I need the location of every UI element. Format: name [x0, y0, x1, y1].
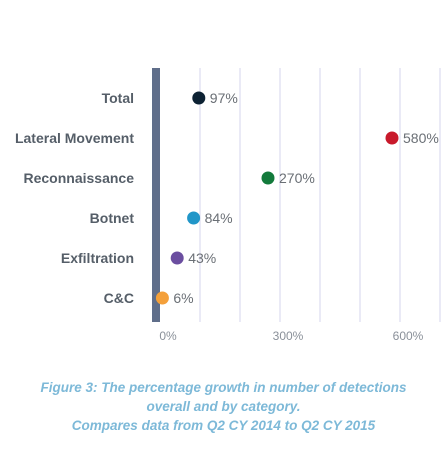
- category-label: C&C: [104, 290, 134, 306]
- data-label: 580%: [403, 130, 439, 146]
- data-point: [385, 131, 399, 145]
- data-point: [187, 211, 201, 225]
- x-tick-labels: 0% 300% 600%: [159, 329, 423, 343]
- category-label: Reconnaissance: [24, 170, 135, 186]
- caption-line-3: Compares data from Q2 CY 2014 to Q2 CY 2…: [71, 418, 376, 433]
- data-label: 97%: [210, 90, 238, 106]
- data-point: [261, 171, 275, 185]
- figure-caption: Figure 3: The percentage growth in numbe…: [0, 378, 447, 435]
- data-label: 270%: [279, 170, 315, 186]
- data-label: 6%: [173, 290, 193, 306]
- data-point: [170, 251, 184, 265]
- caption-line-2: overall and by category.: [146, 399, 301, 414]
- data-label: 84%: [205, 210, 233, 226]
- data-label: 43%: [188, 250, 216, 266]
- data-point: [192, 91, 206, 105]
- x-tick-label: 600%: [393, 329, 424, 343]
- grid-lines: [199, 68, 441, 322]
- axis-bar: [152, 68, 160, 322]
- x-tick-label: 300%: [273, 329, 304, 343]
- category-label: Total: [102, 90, 134, 106]
- category-label: Exfiltration: [61, 250, 134, 266]
- data-point: [155, 291, 169, 305]
- category-label: Lateral Movement: [15, 130, 134, 146]
- category-labels: Total Lateral Movement Reconnaissance Botne…: [15, 90, 134, 306]
- caption-line-1: Figure 3: The percentage growth in numbe…: [40, 380, 407, 395]
- category-label: Botnet: [90, 210, 135, 226]
- growth-chart: Total Lateral Movement Reconnaissance Botne…: [15, 68, 441, 343]
- x-tick-label: 0%: [159, 329, 177, 343]
- data-points: 97% 580% 270% 84% 43% 6%: [155, 90, 439, 306]
